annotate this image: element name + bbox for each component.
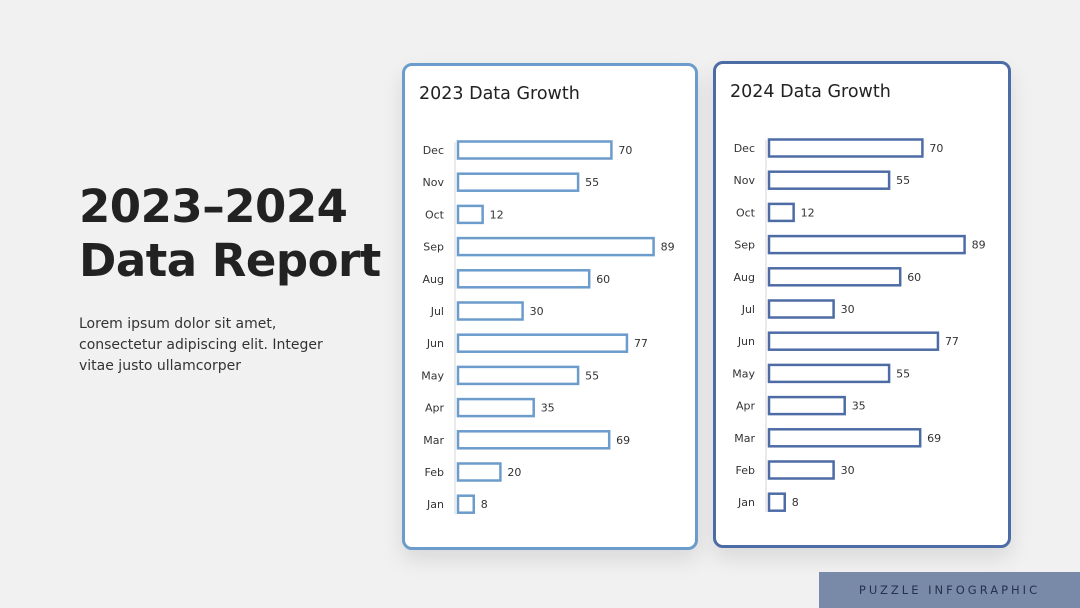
category-label: Jun bbox=[737, 335, 755, 348]
chart-card-2023: 2023 Data Growth Dec 70 Nov 55 Oct 12 Sep 89 Aug… bbox=[402, 63, 698, 550]
bar bbox=[767, 428, 922, 448]
category-label: Jan bbox=[737, 496, 755, 509]
bar bbox=[767, 234, 966, 255]
bar bbox=[767, 202, 795, 223]
value-label: 30 bbox=[841, 464, 855, 477]
category-label: Jul bbox=[741, 303, 755, 316]
category-label: Apr bbox=[736, 400, 756, 413]
report-title-line2: Data Report bbox=[79, 234, 381, 287]
value-label: 8 bbox=[481, 498, 488, 511]
value-label: 89 bbox=[972, 239, 986, 252]
value-label: 20 bbox=[507, 466, 521, 479]
bar bbox=[456, 397, 535, 418]
value-label: 69 bbox=[927, 432, 941, 445]
category-label: Mar bbox=[423, 434, 444, 447]
value-label: 60 bbox=[907, 271, 921, 284]
bar bbox=[456, 172, 580, 192]
bar bbox=[456, 140, 613, 160]
bar bbox=[456, 236, 655, 257]
category-label: May bbox=[732, 367, 755, 380]
value-label: 55 bbox=[896, 367, 910, 380]
bar bbox=[456, 269, 591, 289]
category-label: Jul bbox=[430, 305, 444, 318]
category-label: May bbox=[421, 369, 444, 382]
chart-title: 2023 Data Growth bbox=[419, 84, 580, 104]
bar bbox=[767, 460, 835, 480]
bar-chart-2024: Dec 70 Nov 55 Oct 12 Sep 89 Aug 60 Jul 30 Jun 77 May 55… bbox=[732, 138, 986, 513]
category-label: Aug bbox=[423, 273, 444, 286]
value-label: 8 bbox=[792, 496, 799, 509]
value-label: 55 bbox=[896, 174, 910, 187]
value-label: 55 bbox=[585, 369, 599, 382]
category-label: Oct bbox=[425, 208, 445, 221]
category-label: Dec bbox=[734, 142, 755, 155]
value-label: 30 bbox=[841, 303, 855, 316]
value-label: 70 bbox=[929, 142, 943, 155]
category-label: Oct bbox=[736, 206, 756, 219]
value-label: 77 bbox=[634, 337, 648, 350]
report-description: Lorem ipsum dolor sit amet, consectetur … bbox=[79, 316, 323, 374]
bar bbox=[456, 333, 629, 353]
bar bbox=[456, 494, 476, 514]
category-label: Nov bbox=[734, 174, 756, 187]
value-label: 60 bbox=[596, 273, 610, 286]
report-title-line1: 2023–2024 bbox=[79, 180, 348, 233]
bar bbox=[456, 430, 611, 450]
value-label: 55 bbox=[585, 176, 599, 189]
bar-chart-2023: Dec 70 Nov 55 Oct 12 Sep 89 Aug 60 Jul 30 Jun 77 May 55… bbox=[421, 140, 675, 515]
bar bbox=[456, 462, 502, 482]
category-label: Feb bbox=[736, 464, 755, 477]
value-label: 12 bbox=[490, 208, 504, 221]
footer-badge: PUZZLE INFOGRAPHIC bbox=[819, 572, 1080, 608]
category-label: Apr bbox=[425, 402, 445, 415]
bar bbox=[767, 492, 787, 512]
category-label: Sep bbox=[734, 239, 755, 252]
report-title: 2023–2024 Data Report bbox=[79, 180, 381, 288]
value-label: 12 bbox=[801, 206, 815, 219]
category-label: Dec bbox=[423, 144, 444, 157]
chart-title: 2024 Data Growth bbox=[730, 82, 891, 102]
bar bbox=[456, 204, 484, 225]
value-label: 77 bbox=[945, 335, 959, 348]
chart-card-2024: 2024 Data Growth Dec 70 Nov 55 Oct 12 Sep 89 Aug… bbox=[713, 61, 1011, 548]
category-label: Sep bbox=[423, 241, 444, 254]
value-label: 69 bbox=[616, 434, 630, 447]
bar bbox=[767, 331, 940, 351]
bar bbox=[767, 267, 902, 287]
bar bbox=[767, 138, 924, 158]
value-label: 30 bbox=[530, 305, 544, 318]
category-label: Feb bbox=[425, 466, 444, 479]
bar bbox=[767, 363, 891, 384]
value-label: 35 bbox=[852, 400, 866, 413]
category-label: Aug bbox=[734, 271, 755, 284]
bar bbox=[456, 365, 580, 386]
category-label: Jan bbox=[426, 498, 444, 511]
bar bbox=[767, 170, 891, 190]
category-label: Jun bbox=[426, 337, 444, 350]
bar bbox=[767, 299, 835, 319]
value-label: 70 bbox=[618, 144, 632, 157]
category-label: Mar bbox=[734, 432, 755, 445]
bar bbox=[456, 301, 524, 321]
value-label: 89 bbox=[661, 241, 675, 254]
category-label: Nov bbox=[423, 176, 445, 189]
value-label: 35 bbox=[541, 402, 555, 415]
bar bbox=[767, 395, 846, 416]
